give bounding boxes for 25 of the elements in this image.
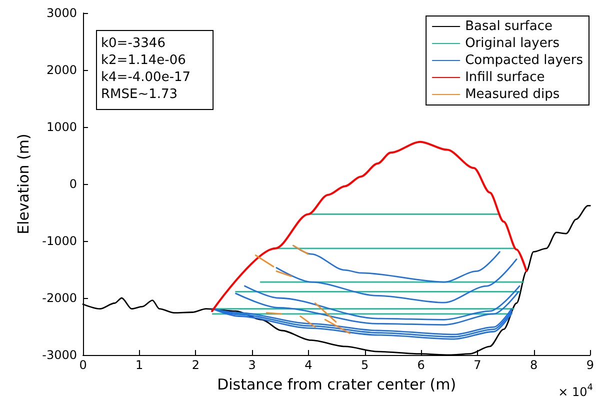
x-tick-label: 5 [360,358,369,372]
x-tick-label: 1 [136,358,144,372]
x-tick-label: 4 [304,358,312,372]
x-tick-label: 0 [79,358,87,372]
legend-label: Compacted layers [465,53,584,68]
annotation: k0=-3346 k2=1.14e-06 k4=-4.00e-17 RMSE~1.73 [101,36,191,102]
x-tick-label: 2 [192,358,200,372]
x-tick-label: 3 [248,358,256,372]
legend-label: Original layers [465,36,560,51]
x-tick-label: 7 [474,358,482,372]
y-axis-title: Elevation (m) [14,134,33,234]
legend-label: Measured dips [465,87,560,102]
y-tick-label: 1000 [46,120,77,134]
y-tick-label: 3000 [46,6,77,20]
legend-label: Basal surface [465,19,552,34]
legend-label: Infill surface [465,70,545,85]
y-tick-label: -1000 [42,234,77,248]
y-tick-label: 0 [69,177,77,191]
y-tick-label: 2000 [46,63,77,77]
y-tick-label: -3000 [42,348,77,362]
y-tick-label: -2000 [42,291,77,305]
x-tick-label: 8 [530,358,538,372]
x-tick-label: 9 [586,358,594,372]
x-axis-title: Distance from crater center (m) [217,376,456,394]
x-tick-label: 6 [417,358,425,372]
